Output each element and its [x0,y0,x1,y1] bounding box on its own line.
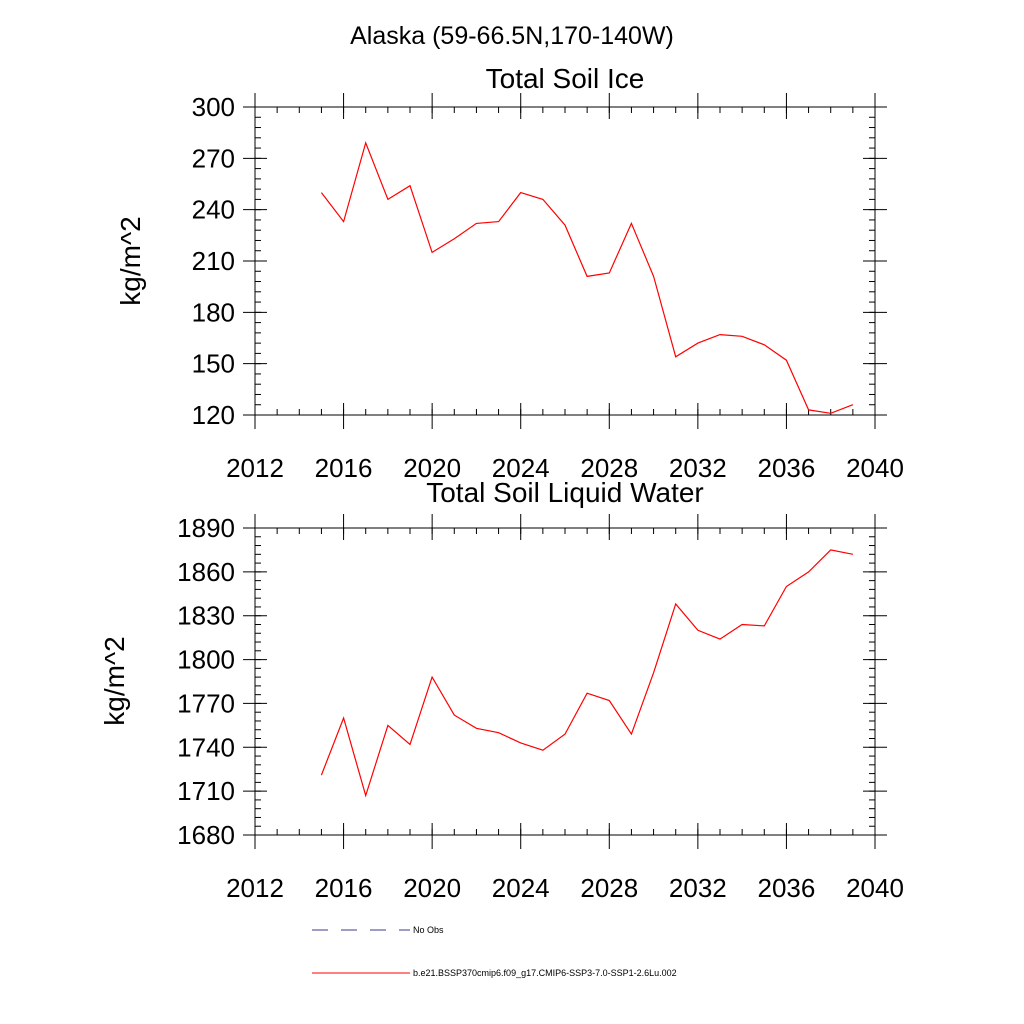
x-tick-label: 2040 [846,873,904,903]
legend: No Obs b.e21.BSSP370cmip6.f09_g17.CMIP6-… [312,925,677,978]
y-tick-label: 1680 [177,820,235,850]
y-tick-label: 120 [192,400,235,430]
y-tick-label: 150 [192,349,235,379]
x-tick-label: 2016 [315,453,373,483]
x-tick-label: 2024 [492,453,550,483]
x-tick-label: 2020 [403,453,461,483]
series-line [320,549,854,798]
y-tick-label: 1770 [177,688,235,718]
y-tick-label: 180 [192,297,235,327]
plot-frame [254,106,876,416]
x-tick-label: 2036 [758,873,816,903]
y-tick-label: 210 [192,246,235,276]
panel-total-soil-ice: 120 150 180 210 240 270 300 2012 2016 2020 2024 202… [115,63,904,483]
x-tick-label: 2024 [492,873,550,903]
figure-title: Alaska (59-66.5N,170-140W) [350,22,674,50]
y-tick-label: 1860 [177,557,235,587]
x-tick-label: 2036 [758,453,816,483]
x-tick-label: 2032 [669,873,727,903]
y-tick-label: 1890 [177,513,235,543]
y-tick-label: 270 [192,143,235,173]
x-tick-label: 2040 [846,453,904,483]
legend-no-obs-label: No Obs [413,925,444,935]
x-tick-label: 2012 [226,873,284,903]
x-tick-label: 2012 [226,453,284,483]
y-tick-label: 1830 [177,601,235,631]
panel-total-soil-liquid-water: 1680 1710 1740 1770 1800 1830 1860 1890 2012 2016… [99,477,904,903]
x-tick-label: 2016 [315,873,373,903]
x-tick-label: 2028 [580,453,638,483]
y-tick-label: 240 [192,195,235,225]
y-tick-label: 1740 [177,732,235,762]
y-axis-label: kg/m^2 [99,636,130,725]
series-line [320,141,854,414]
panel-title: Total Soil Ice [486,63,645,94]
y-tick-label: 1800 [177,645,235,675]
x-tick-label: 2020 [403,873,461,903]
y-axis-label: kg/m^2 [115,216,146,305]
legend-model-label: b.e21.BSSP370cmip6.f09_g17.CMIP6-SSP3-7.… [413,968,677,978]
x-tick-label: 2032 [669,453,727,483]
y-tick-label: 300 [192,92,235,122]
panel-title: Total Soil Liquid Water [426,477,704,508]
x-tick-label: 2028 [580,873,638,903]
plot-frame [254,527,876,836]
y-tick-label: 1710 [177,776,235,806]
